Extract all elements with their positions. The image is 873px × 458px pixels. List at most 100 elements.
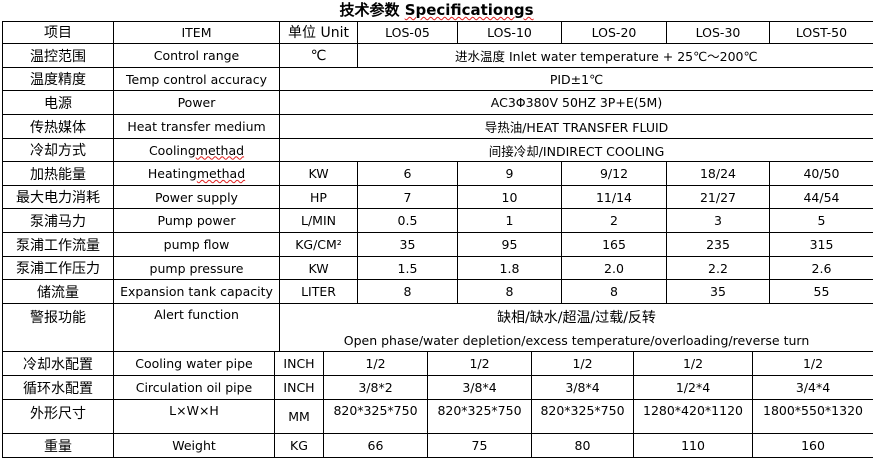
value-cell: 1/2: [634, 352, 753, 376]
value-cell: 8: [458, 280, 562, 304]
row-label-en: Control range: [114, 44, 280, 68]
row-label-en: L×W×H: [114, 400, 275, 434]
value-cell: 55: [770, 280, 873, 304]
row-label-en: Power supply: [114, 186, 280, 209]
value-cell: 1280*420*1120: [634, 400, 753, 434]
value-cell: 110: [634, 434, 753, 458]
value-cell: 5: [770, 209, 873, 233]
header-cell: 项目: [2, 21, 114, 44]
value-cell: 21/27: [667, 186, 770, 209]
title-en: Specificationgs: [404, 1, 534, 19]
row-label-cn: 外形尺寸: [2, 400, 114, 434]
row-label-en: Pump power: [114, 209, 280, 233]
merged-value-cell: AC3Φ380V 50HZ 3P+E(5M): [280, 91, 873, 115]
value-cell: 0.5: [358, 209, 458, 233]
row-label-cn: 泵浦工作压力: [2, 257, 114, 280]
value-cell: 2.0: [562, 257, 667, 280]
merged-value-cell: 进水温度 Inlet water temperature + 25℃～200℃: [359, 44, 873, 68]
value-cell: 40/50: [770, 162, 873, 186]
value-cell: 95: [458, 233, 562, 257]
value-cell: 235: [667, 233, 770, 257]
value-cell: 1.8: [458, 257, 562, 280]
value-cell: 3/8*4: [532, 376, 634, 400]
value-cell: 9: [458, 162, 562, 186]
unit-cell: KW: [280, 162, 358, 186]
row-label-cn: 冷却方式: [2, 139, 114, 162]
value-cell: 820*325*750: [532, 400, 634, 434]
value-cell: 66: [324, 434, 428, 458]
value-cell: 80: [532, 434, 634, 458]
alert-en: Open phase/water depletion/excess temper…: [343, 333, 810, 348]
value-cell: 2: [562, 209, 667, 233]
row-label-cn: 循环水配置: [2, 376, 114, 400]
merged-value-cell: 间接冷却/INDIRECT COOLING: [280, 139, 873, 162]
unit-cell: INCH: [275, 352, 324, 376]
row-label-cn: 温控范围: [2, 44, 114, 68]
unit-cell: KW: [280, 257, 358, 280]
row-label-en: Power: [114, 91, 280, 115]
row-label-en: Weight: [114, 434, 275, 458]
value-cell: 1/2: [428, 352, 532, 376]
value-cell: 3/4*4: [753, 376, 873, 400]
value-cell: 1800*550*1320: [753, 400, 873, 434]
row-label-cn: 加热能量: [2, 162, 114, 186]
value-cell: 160: [753, 434, 873, 458]
unit-cell: LITER: [280, 280, 358, 304]
value-cell: 315: [770, 233, 873, 257]
row-label-cn: 传热媒体: [2, 115, 114, 139]
row-label-en: Heating methad: [114, 162, 280, 186]
value-cell: 3/8*4: [428, 376, 532, 400]
value-cell: 11/14: [562, 186, 667, 209]
row-label-cn: 泵浦工作流量: [2, 233, 114, 257]
row-label-en: Heat transfer medium: [114, 115, 280, 139]
page-title: 技术参数 Specificationgs: [0, 0, 873, 21]
value-cell: 8: [562, 280, 667, 304]
value-cell: 6: [358, 162, 458, 186]
row-label-en: Cooling methad: [114, 139, 280, 162]
header-cell: LOS-05: [358, 21, 458, 44]
value-cell: 35: [358, 233, 458, 257]
title-cn: 技术参数: [339, 1, 400, 19]
value-cell: 1: [458, 209, 562, 233]
header-cell: LOS-10: [458, 21, 562, 44]
value-cell: 1/2: [324, 352, 428, 376]
value-cell: 1.5: [358, 257, 458, 280]
header-cell: LOST-50: [770, 21, 873, 44]
unit-cell: MM: [275, 400, 324, 434]
value-cell: 2.6: [770, 257, 873, 280]
value-cell: 18/24: [667, 162, 770, 186]
row-label-en: Temp control accuracy: [114, 68, 280, 91]
value-cell: 2.2: [667, 257, 770, 280]
merged-value-cell: PID±1℃: [280, 68, 873, 91]
merged-value-cell: 导热油/HEAT TRANSFER FLUID: [280, 115, 873, 139]
unit-cell: L/MIN: [280, 209, 358, 233]
value-cell: 35: [667, 280, 770, 304]
row-label-en: Cooling water pipe: [114, 352, 275, 376]
alert-merged-cell: 缺相/缺水/超温/过载/反转 Open phase/water depletion…: [280, 304, 873, 352]
row-label-cn: 冷却水配置: [2, 352, 114, 376]
alert-cn: 缺相/缺水/超温/过载/反转: [497, 310, 656, 326]
row-label-en: Circulation oil pipe: [114, 376, 275, 400]
value-cell: 75: [428, 434, 532, 458]
value-cell: 8: [358, 280, 458, 304]
value-cell: 820*325*750: [324, 400, 428, 434]
unit-cell: KG: [275, 434, 324, 458]
row-label-en: Expansion tank capacity: [114, 280, 280, 304]
row-label-cn: 警报功能: [2, 304, 114, 352]
header-cell: 单位 Unit: [280, 21, 358, 44]
value-cell: 1/2: [753, 352, 873, 376]
value-cell: 9/12: [562, 162, 667, 186]
row-label-en: Alert function: [114, 304, 280, 352]
value-cell: 165: [562, 233, 667, 257]
value-cell: 10: [458, 186, 562, 209]
value-cell: 820*325*750: [428, 400, 532, 434]
row-label-cn: 温度精度: [2, 68, 114, 91]
unit-cell: ℃: [280, 44, 358, 68]
row-label-cn: 储流量: [2, 280, 114, 304]
value-cell: 1/2*4: [634, 376, 753, 400]
table-top-border: [2, 21, 873, 22]
row-label-cn: 泵浦马力: [2, 209, 114, 233]
header-cell: LOS-20: [562, 21, 667, 44]
unit-cell: HP: [280, 186, 358, 209]
unit-cell: KG/CM²: [280, 233, 358, 257]
